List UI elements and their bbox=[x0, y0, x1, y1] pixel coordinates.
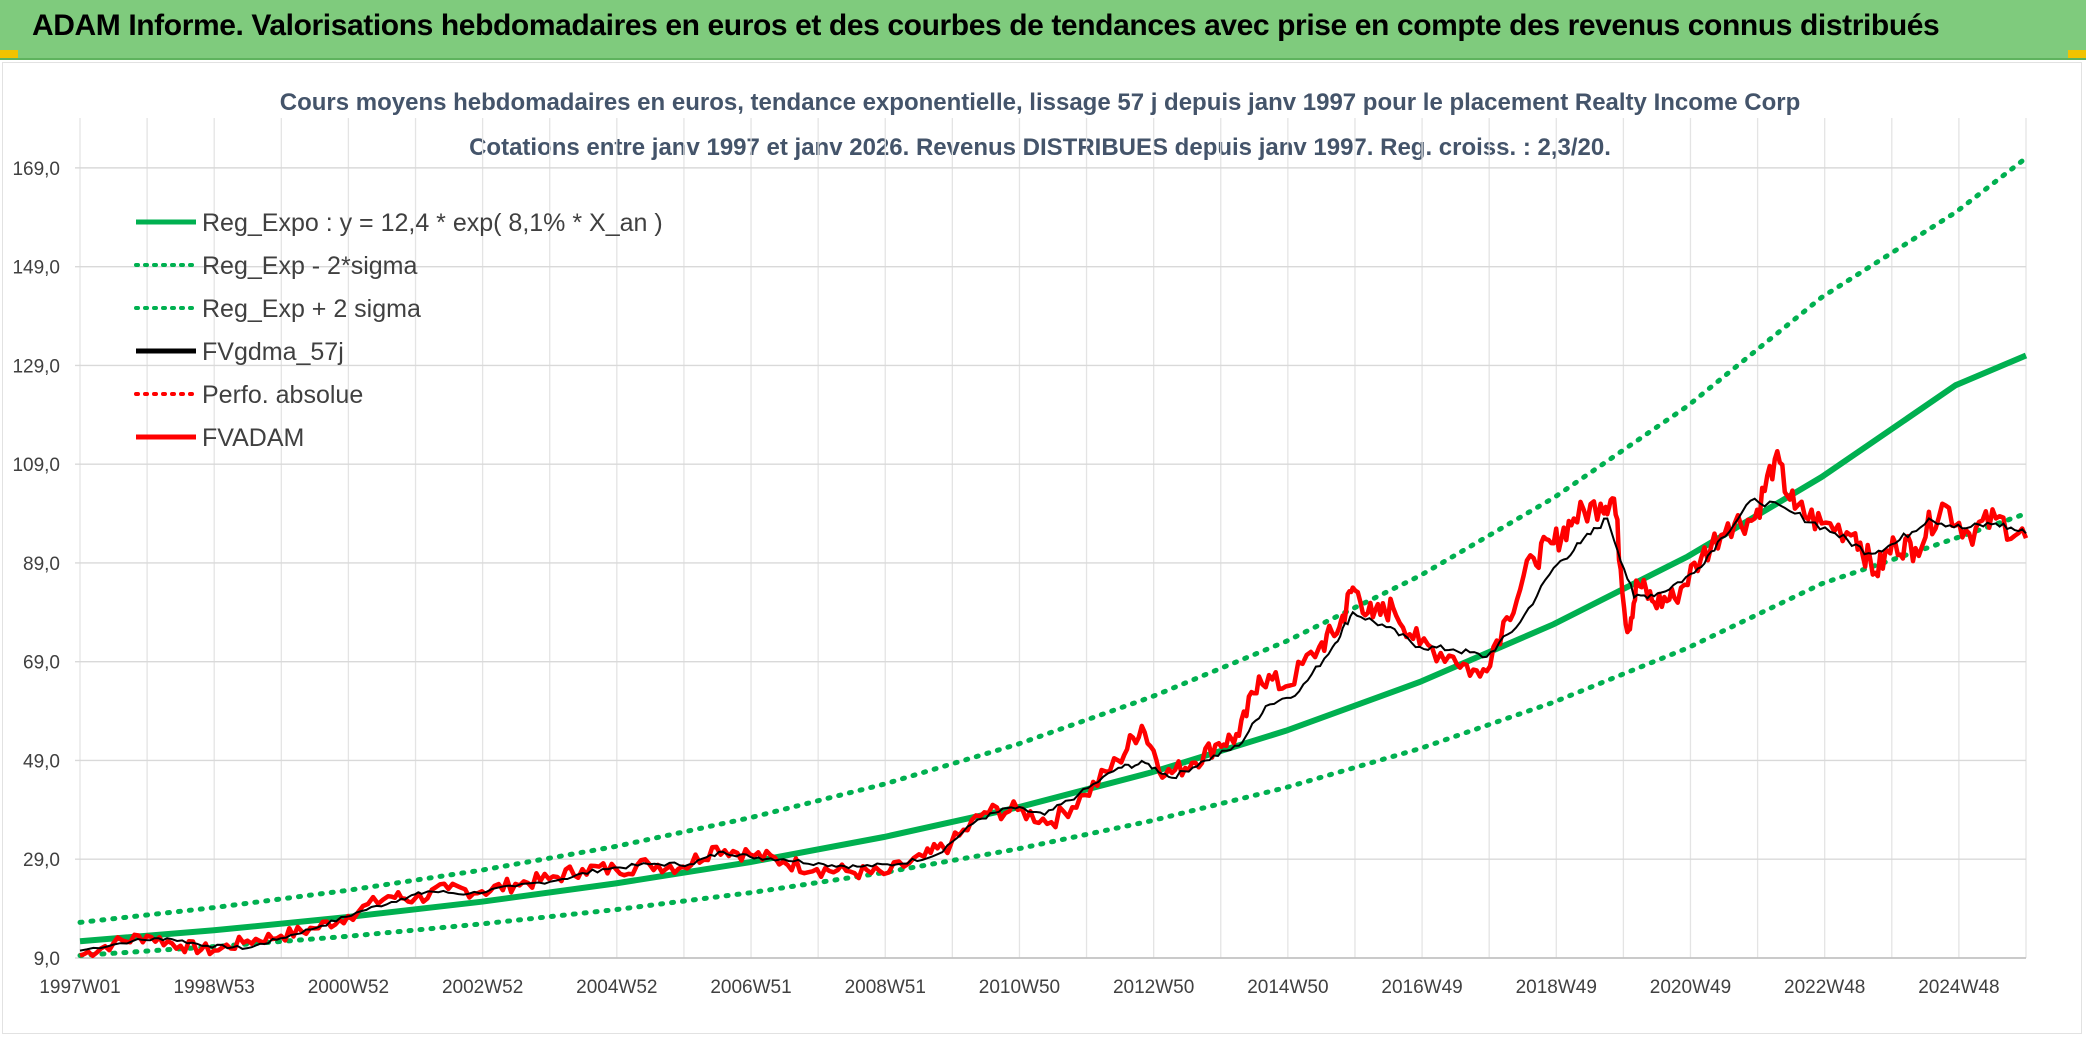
legend: Reg_Expo : y = 12,4 * exp( 8,1% * X_an )… bbox=[134, 209, 663, 452]
series-fvadam bbox=[79, 448, 2029, 959]
x-tick-label: 2014W50 bbox=[1247, 977, 1328, 998]
x-tick-label: 2000W52 bbox=[308, 977, 389, 998]
x-tick-label: 1997W01 bbox=[39, 977, 120, 998]
x-tick-label: 2006W51 bbox=[710, 977, 791, 998]
x-tick-label: 2020W49 bbox=[1650, 977, 1731, 998]
legend-label: FVADAM bbox=[202, 424, 304, 452]
y-tick-label: 69,0 bbox=[23, 653, 60, 674]
legend-label: Reg_Exp + 2 sigma bbox=[202, 295, 421, 323]
y-tick-label: 9,0 bbox=[34, 949, 60, 970]
series-reg-exp-plus-2sigma bbox=[77, 155, 2029, 925]
y-tick-label: 29,0 bbox=[23, 850, 60, 871]
x-tick-label: 2016W49 bbox=[1381, 977, 1462, 998]
x-tick-label: 2010W50 bbox=[979, 977, 1060, 998]
series-reg-expo bbox=[79, 352, 2028, 945]
y-tick-label: 49,0 bbox=[23, 751, 60, 772]
corner-mark-right bbox=[2068, 50, 2086, 58]
chart-title-line1: Cours moyens hebdomadaires en euros, ten… bbox=[280, 89, 1801, 116]
chart-frame bbox=[2, 62, 2082, 1034]
legend-label: Reg_Exp - 2*sigma bbox=[202, 252, 417, 280]
x-tick-label: 2022W48 bbox=[1784, 977, 1865, 998]
x-tick-label: 1998W53 bbox=[174, 977, 255, 998]
page-title: ADAM Informe. Valorisations hebdomadaire… bbox=[32, 9, 1940, 42]
legend-label: FVgdma_57j bbox=[202, 338, 344, 366]
y-tick-label: 89,0 bbox=[23, 554, 60, 575]
y-tick-label: 129,0 bbox=[12, 356, 60, 377]
series-reg-exp-minus-2sigma bbox=[77, 511, 2029, 958]
x-tick-label: 2024W48 bbox=[1918, 977, 1999, 998]
chart-title-line2: Cotations entre janv 1997 et janv 2026. … bbox=[469, 134, 1611, 161]
corner-mark-left bbox=[0, 50, 18, 58]
x-tick-label: 2008W51 bbox=[845, 977, 926, 998]
x-tick-label: 2012W50 bbox=[1113, 977, 1194, 998]
legend-label: Perfo. absolue bbox=[202, 381, 363, 409]
legend-label: Reg_Expo : y = 12,4 * exp( 8,1% * X_an ) bbox=[202, 209, 663, 237]
series-fvgdma-57j bbox=[79, 497, 2027, 952]
axes: 9,0 29,0 49,0 69,0 89,0 109,0 129,0 149,0 169,0 1… bbox=[12, 159, 2026, 998]
y-tick-label: 149,0 bbox=[12, 258, 60, 279]
y-tick-label: 169,0 bbox=[12, 159, 60, 180]
y-tick-label: 109,0 bbox=[12, 455, 60, 476]
series bbox=[77, 155, 2029, 959]
x-tick-label: 2018W49 bbox=[1516, 977, 1597, 998]
grid bbox=[75, 118, 2027, 959]
header-bar: ADAM Informe. Valorisations hebdomadaire… bbox=[0, 0, 2086, 60]
x-tick-label: 2004W52 bbox=[576, 977, 657, 998]
x-tick-label: 2002W52 bbox=[442, 977, 523, 998]
